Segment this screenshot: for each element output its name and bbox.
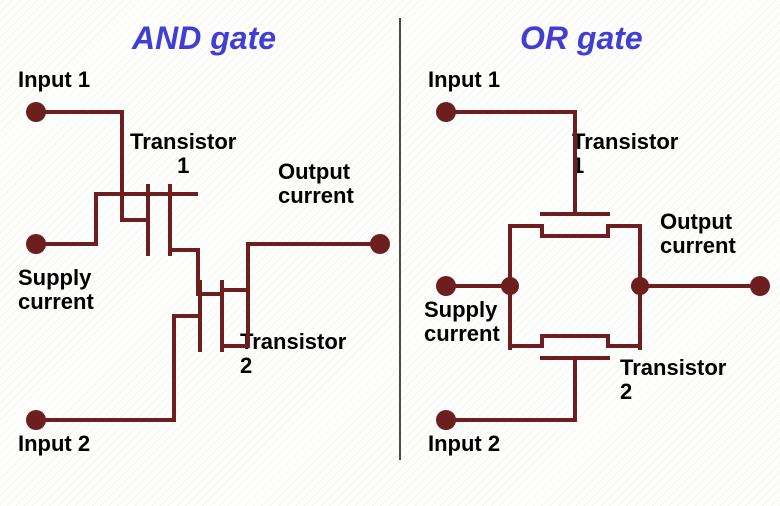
and-wire [198, 280, 202, 352]
or-output-label: Output current [660, 210, 736, 258]
and-wire [168, 192, 198, 196]
and-output-label-text: Output current [278, 159, 354, 208]
and-wire [172, 314, 176, 422]
and-output-label: Output current [278, 160, 354, 208]
and-wire [120, 110, 124, 220]
and-input1-label: Input 1 [18, 68, 90, 92]
and-t1-label: Transistor 1 [130, 130, 236, 178]
and-wire [246, 242, 384, 246]
and-t2-label-text: Transistor 2 [240, 329, 346, 378]
and-wire [172, 314, 200, 318]
or-supply-node [436, 276, 456, 296]
and-supply-label: Supply current [18, 266, 94, 314]
or-input1-label: Input 1 [428, 68, 500, 92]
or-wire [606, 334, 610, 348]
and-supply-node [26, 234, 46, 254]
or-wire [540, 334, 544, 348]
or-output-label-text: Output current [660, 209, 736, 258]
or-wire [640, 284, 764, 288]
or-supply-split-node [501, 277, 519, 295]
and-wire [36, 418, 176, 422]
or-input1-node [436, 102, 456, 122]
and-wire [246, 244, 250, 348]
or-wire [573, 188, 577, 214]
and-title: AND gate [132, 20, 276, 57]
or-wire [508, 344, 544, 348]
or-t2-label: Transistor 2 [620, 356, 726, 404]
or-wire [573, 356, 577, 382]
and-wire [94, 192, 98, 246]
diagram-canvas: AND gate Input 1 Supply current Input 2 … [0, 0, 780, 506]
and-output-node [370, 234, 390, 254]
and-t1-label-text: Transistor 1 [130, 129, 236, 178]
or-input2-node [436, 410, 456, 430]
or-output-join-node [631, 277, 649, 295]
and-wire [196, 292, 224, 296]
or-wire [508, 224, 544, 228]
and-input1-node [26, 102, 46, 122]
or-wire [606, 224, 610, 238]
or-wire [540, 334, 610, 338]
panel-divider [399, 18, 401, 460]
or-supply-label-text: Supply current [424, 297, 500, 346]
and-input2-label: Input 2 [18, 432, 90, 456]
or-input2-label: Input 2 [428, 432, 500, 456]
or-output-node [750, 276, 770, 296]
or-wire [573, 382, 577, 422]
or-wire [606, 224, 642, 228]
and-wire [94, 192, 172, 196]
or-supply-label: Supply current [424, 298, 500, 346]
or-wire [606, 344, 642, 348]
or-wire [573, 110, 577, 190]
or-t1-label-text: Transistor 1 [572, 129, 678, 178]
or-title: OR gate [520, 20, 643, 57]
or-t2-label-text: Transistor 2 [620, 355, 726, 404]
or-wire [540, 224, 544, 238]
and-t2-label: Transistor 2 [240, 330, 346, 378]
and-input2-node [26, 410, 46, 430]
or-wire [540, 234, 610, 238]
and-supply-label-text: Supply current [18, 265, 94, 314]
and-wire [120, 218, 148, 222]
or-wire [446, 110, 577, 114]
or-wire [446, 418, 577, 422]
and-wire [168, 248, 198, 252]
and-wire [36, 110, 124, 114]
or-t1-label: Transistor 1 [572, 130, 678, 178]
